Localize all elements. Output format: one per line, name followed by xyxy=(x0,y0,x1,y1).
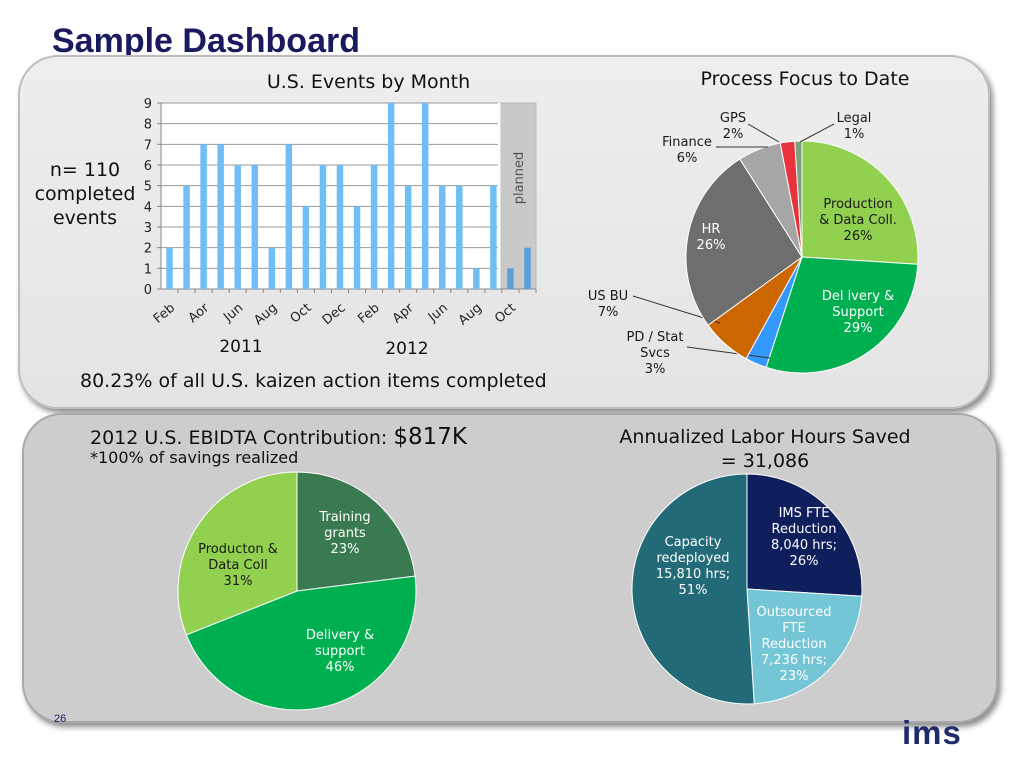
process-focus-pie: Production & Data Coll. 26% Del ivery & Supp… xyxy=(588,111,919,377)
process-slice-label: Del ivery & Support 29% xyxy=(822,289,894,336)
bar xyxy=(285,144,293,289)
ebidta-title-value: $817K xyxy=(393,424,467,450)
ebidta-slice-label: Producton & Data Coll 31% xyxy=(198,542,278,589)
y-tick-label: 8 xyxy=(144,118,152,133)
planned-label: planned xyxy=(512,152,527,205)
bar xyxy=(456,185,463,289)
ebidta-title-text: 2012 U.S. EBIDTA Contribution: xyxy=(90,427,388,449)
process-slice-label: HR 26% xyxy=(697,222,726,253)
process-leader-line xyxy=(686,346,771,359)
events-annotation: n= 110 completed events xyxy=(20,158,150,230)
y-tick-label: 6 xyxy=(144,159,152,174)
labor-title: Annualized Labor Hours Saved = 31,086 xyxy=(600,425,930,473)
ebidta-slice xyxy=(296,471,416,592)
process-slice-label: Production & Data Coll. 26% xyxy=(819,197,897,244)
year-label-2012: 2012 xyxy=(385,339,428,359)
page-number: 26 xyxy=(54,713,67,725)
bar xyxy=(490,185,497,289)
bar xyxy=(439,185,446,289)
bar xyxy=(473,268,480,289)
annotation-line-1: n= 110 xyxy=(49,159,121,181)
ebidta-slice xyxy=(185,575,417,711)
year-label-2011: 2011 xyxy=(219,337,262,357)
process-slice-label: PD / Stat Svcs 3% xyxy=(627,330,684,377)
labor-slice xyxy=(746,473,863,597)
ebidta-slice-label: Delivery & support 46% xyxy=(306,628,374,675)
bar xyxy=(268,247,276,289)
bar xyxy=(183,185,190,289)
process-slice xyxy=(765,256,919,374)
ebidta-title: 2012 U.S. EBIDTA Contribution: $817K xyxy=(90,424,467,450)
process-leader-line xyxy=(747,123,780,143)
ebidta-slice-label: Training grants 23% xyxy=(318,510,370,557)
bar xyxy=(302,206,310,289)
process-slice-label: Legal 1% xyxy=(837,111,872,142)
process-slice-label: GPS 2% xyxy=(720,111,746,142)
annotation-line-2: completed xyxy=(34,183,136,205)
y-tick-label: 9 xyxy=(144,97,152,112)
bar xyxy=(336,165,344,289)
labor-slice xyxy=(746,588,863,705)
ebidta-slice xyxy=(177,471,298,636)
bar xyxy=(319,165,327,289)
bar xyxy=(234,165,241,289)
labor-slice-label: Capacity redeployed 15,810 hrs; 51% xyxy=(656,535,730,598)
process-slice-label: US BU 7% xyxy=(588,289,628,320)
process-slice-label: Finance 6% xyxy=(662,135,712,166)
y-tick-label: 7 xyxy=(144,138,152,153)
labor-slice-label: IMS FTE Reduction 8,040 hrs; 26% xyxy=(771,506,837,569)
annotation-line-3: events xyxy=(52,207,117,229)
bar xyxy=(387,103,395,289)
bar xyxy=(370,165,378,289)
ims-logo: ims xyxy=(902,714,962,751)
y-tick-label: 3 xyxy=(144,221,152,236)
y-tick-label: 1 xyxy=(144,262,152,277)
bar xyxy=(217,144,224,289)
labor-title-line-1: Annualized Labor Hours Saved xyxy=(619,426,911,448)
bar xyxy=(524,247,531,289)
labor-slice-label: Outsourced FTE Reduction 7,236 hrs; 23% xyxy=(757,605,832,684)
y-tick-label: 2 xyxy=(144,242,152,257)
ebidta-subtitle: *100% of savings realized xyxy=(90,448,299,467)
bar xyxy=(421,103,429,289)
labor-slice xyxy=(631,473,755,705)
process-slice xyxy=(801,140,919,265)
bar xyxy=(166,247,173,289)
y-tick-label: 0 xyxy=(144,283,152,298)
bar xyxy=(507,268,514,289)
kaizen-footnote: 80.23% of all U.S. kaizen action items c… xyxy=(80,370,547,392)
y-tick-label: 5 xyxy=(144,180,152,195)
y-tick-label: 4 xyxy=(144,200,152,215)
labor-title-line-2: = 31,086 xyxy=(720,450,810,472)
bar xyxy=(200,144,207,289)
process-pie-title: Process Focus to Date xyxy=(700,68,910,90)
process-slice xyxy=(685,158,803,326)
page-title: Sample Dashboard xyxy=(52,22,360,60)
bar xyxy=(353,206,361,289)
bar xyxy=(404,185,412,289)
bar xyxy=(251,165,258,289)
process-leader-line xyxy=(799,123,835,143)
bar-chart-title: U.S. Events by Month xyxy=(267,71,470,93)
